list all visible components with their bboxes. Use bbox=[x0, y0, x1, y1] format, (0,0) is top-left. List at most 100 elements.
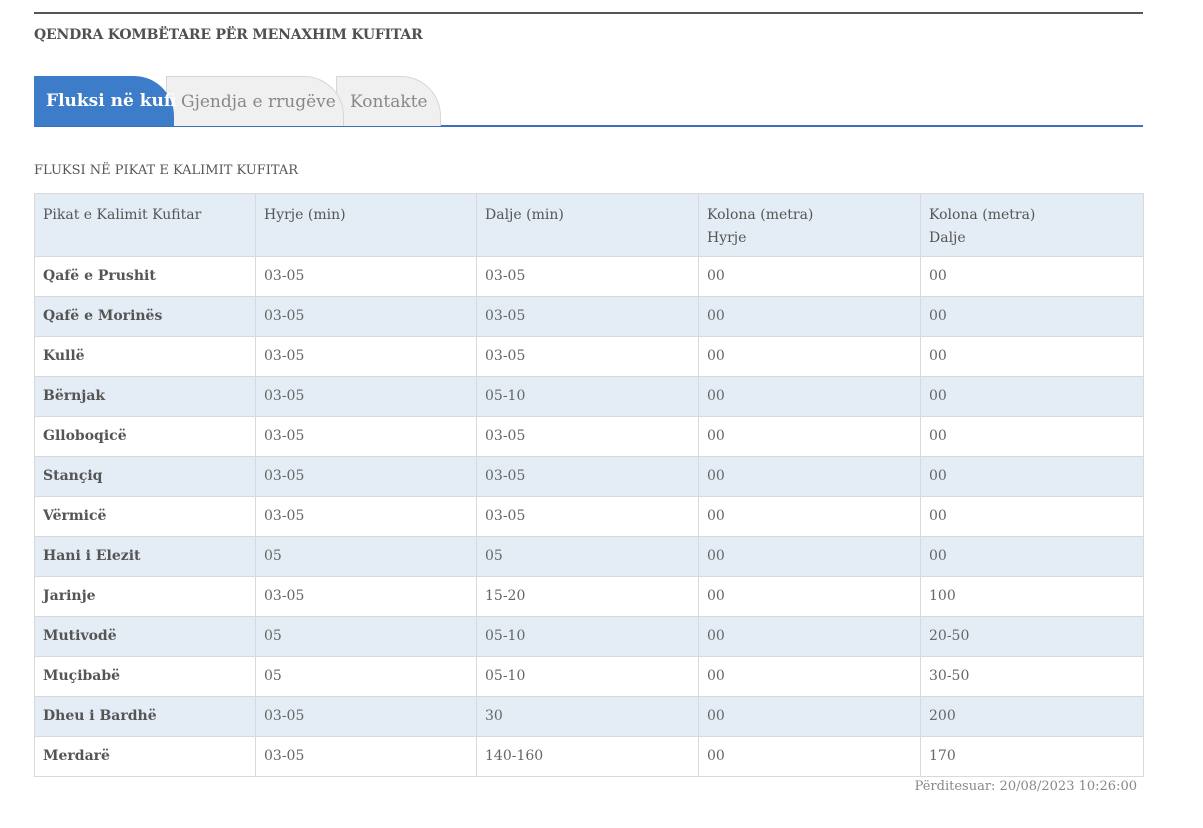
table-row: Merdarë 03-05 140-160 00 170 bbox=[34, 736, 1144, 777]
crossing-point-name: Kullë bbox=[34, 336, 256, 377]
queue-entry: 00 bbox=[698, 576, 921, 617]
entry-time: 03-05 bbox=[255, 256, 477, 297]
queue-entry: 00 bbox=[698, 376, 921, 417]
queue-exit: 20-50 bbox=[920, 616, 1144, 657]
queue-entry: 00 bbox=[698, 416, 921, 457]
exit-time: 03-05 bbox=[476, 416, 699, 457]
entry-time: 03-05 bbox=[255, 416, 477, 457]
crossing-point-name: Vërmicë bbox=[34, 496, 256, 537]
header-label: Hyrje (min) bbox=[264, 207, 346, 223]
tab-bar: Fluksi në kufi Gjendja e rrugëve Kontakt… bbox=[34, 76, 1143, 128]
queue-entry: 00 bbox=[698, 696, 921, 737]
queue-exit: 00 bbox=[920, 376, 1144, 417]
entry-time: 03-05 bbox=[255, 376, 477, 417]
table-row: Muçibabë 05 05-10 00 30-50 bbox=[34, 656, 1144, 697]
crossing-point-name: Qafë e Prushit bbox=[34, 256, 256, 297]
table-row: Jarinje 03-05 15-20 00 100 bbox=[34, 576, 1144, 617]
header-queue-exit: Kolona (metra) Dalje bbox=[920, 193, 1144, 257]
entry-time: 03-05 bbox=[255, 456, 477, 497]
table-row: Qafë e Prushit 03-05 03-05 00 00 bbox=[34, 256, 1144, 297]
exit-time: 05-10 bbox=[476, 376, 699, 417]
exit-time: 03-05 bbox=[476, 296, 699, 337]
queue-exit: 200 bbox=[920, 696, 1144, 737]
entry-time: 03-05 bbox=[255, 576, 477, 617]
exit-time: 15-20 bbox=[476, 576, 699, 617]
exit-time: 03-05 bbox=[476, 496, 699, 537]
exit-time: 05-10 bbox=[476, 656, 699, 697]
header-label: Kolona (metra) bbox=[707, 207, 814, 223]
queue-exit: 100 bbox=[920, 576, 1144, 617]
exit-time: 05 bbox=[476, 536, 699, 577]
tab-underline bbox=[34, 125, 1143, 127]
last-updated: Përditesuar: 20/08/2023 10:26:00 bbox=[914, 779, 1137, 794]
crossing-point-name: Dheu i Bardhë bbox=[34, 696, 256, 737]
queue-exit: 00 bbox=[920, 296, 1144, 337]
table-row: Kullë 03-05 03-05 00 00 bbox=[34, 336, 1144, 377]
header-queue-entry: Kolona (metra) Hyrje bbox=[698, 193, 921, 257]
top-divider bbox=[34, 12, 1143, 14]
queue-exit: 00 bbox=[920, 416, 1144, 457]
queue-entry: 00 bbox=[698, 256, 921, 297]
header-label: Kolona (metra) bbox=[929, 207, 1036, 223]
queue-entry: 00 bbox=[698, 736, 921, 777]
table-row: Stançiq 03-05 03-05 00 00 bbox=[34, 456, 1144, 497]
table-row: Hani i Elezit 05 05 00 00 bbox=[34, 536, 1144, 577]
queue-entry: 00 bbox=[698, 456, 921, 497]
entry-time: 05 bbox=[255, 656, 477, 697]
exit-time: 03-05 bbox=[476, 336, 699, 377]
crossing-point-name: Muçibabë bbox=[34, 656, 256, 697]
queue-entry: 00 bbox=[698, 296, 921, 337]
exit-time: 03-05 bbox=[476, 456, 699, 497]
queue-entry: 00 bbox=[698, 656, 921, 697]
tab-border-flux[interactable]: Fluksi në kufi bbox=[34, 76, 176, 126]
exit-time: 03-05 bbox=[476, 256, 699, 297]
queue-exit: 00 bbox=[920, 496, 1144, 537]
crossing-point-name: Glloboqicë bbox=[34, 416, 256, 457]
entry-time: 05 bbox=[255, 536, 477, 577]
crossing-point-name: Jarinje bbox=[34, 576, 256, 617]
table-row: Bërnjak 03-05 05-10 00 00 bbox=[34, 376, 1144, 417]
queue-entry: 00 bbox=[698, 536, 921, 577]
table-body: Qafë e Prushit 03-05 03-05 00 00 Qafë e Morin… bbox=[34, 256, 1144, 777]
header-sublabel: Dalje bbox=[929, 230, 966, 246]
table-row: Qafë e Morinës 03-05 03-05 00 00 bbox=[34, 296, 1144, 337]
entry-time: 03-05 bbox=[255, 336, 477, 377]
queue-exit: 00 bbox=[920, 336, 1144, 377]
queue-entry: 00 bbox=[698, 616, 921, 657]
queue-exit: 00 bbox=[920, 256, 1144, 297]
tab-contacts[interactable]: Kontakte bbox=[336, 76, 441, 126]
exit-time: 140-160 bbox=[476, 736, 699, 777]
crossing-point-name: Merdarë bbox=[34, 736, 256, 777]
entry-time: 03-05 bbox=[255, 696, 477, 737]
table-header-row: Pikat e Kalimit Kufitar Hyrje (min) Dalje … bbox=[34, 193, 1144, 257]
queue-exit: 30-50 bbox=[920, 656, 1144, 697]
exit-time: 05-10 bbox=[476, 616, 699, 657]
table-row: Vërmicë 03-05 03-05 00 00 bbox=[34, 496, 1144, 537]
crossing-point-name: Hani i Elezit bbox=[34, 536, 256, 577]
crossing-point-name: Stançiq bbox=[34, 456, 256, 497]
border-flux-table: Pikat e Kalimit Kufitar Hyrje (min) Dalje … bbox=[34, 193, 1144, 777]
table-row: Dheu i Bardhë 03-05 30 00 200 bbox=[34, 696, 1144, 737]
section-title: FLUKSI NË PIKAT E KALIMIT KUFITAR bbox=[34, 163, 299, 178]
queue-entry: 00 bbox=[698, 496, 921, 537]
queue-exit: 00 bbox=[920, 536, 1144, 577]
header-label: Dalje (min) bbox=[485, 207, 564, 223]
crossing-point-name: Mutivodë bbox=[34, 616, 256, 657]
header-sublabel: Hyrje bbox=[707, 230, 747, 246]
header-entry-min: Hyrje (min) bbox=[255, 193, 477, 257]
exit-time: 30 bbox=[476, 696, 699, 737]
crossing-point-name: Bërnjak bbox=[34, 376, 256, 417]
queue-exit: 170 bbox=[920, 736, 1144, 777]
header-label: Pikat e Kalimit Kufitar bbox=[43, 207, 202, 223]
page-title: QENDRA KOMBËTARE PËR MENAXHIM KUFITAR bbox=[34, 27, 423, 43]
queue-exit: 00 bbox=[920, 456, 1144, 497]
header-exit-min: Dalje (min) bbox=[476, 193, 699, 257]
entry-time: 03-05 bbox=[255, 736, 477, 777]
entry-time: 03-05 bbox=[255, 496, 477, 537]
entry-time: 03-05 bbox=[255, 296, 477, 337]
tab-road-conditions[interactable]: Gjendja e rrugëve bbox=[166, 76, 344, 126]
table-row: Glloboqicë 03-05 03-05 00 00 bbox=[34, 416, 1144, 457]
crossing-point-name: Qafë e Morinës bbox=[34, 296, 256, 337]
queue-entry: 00 bbox=[698, 336, 921, 377]
table-row: Mutivodë 05 05-10 00 20-50 bbox=[34, 616, 1144, 657]
